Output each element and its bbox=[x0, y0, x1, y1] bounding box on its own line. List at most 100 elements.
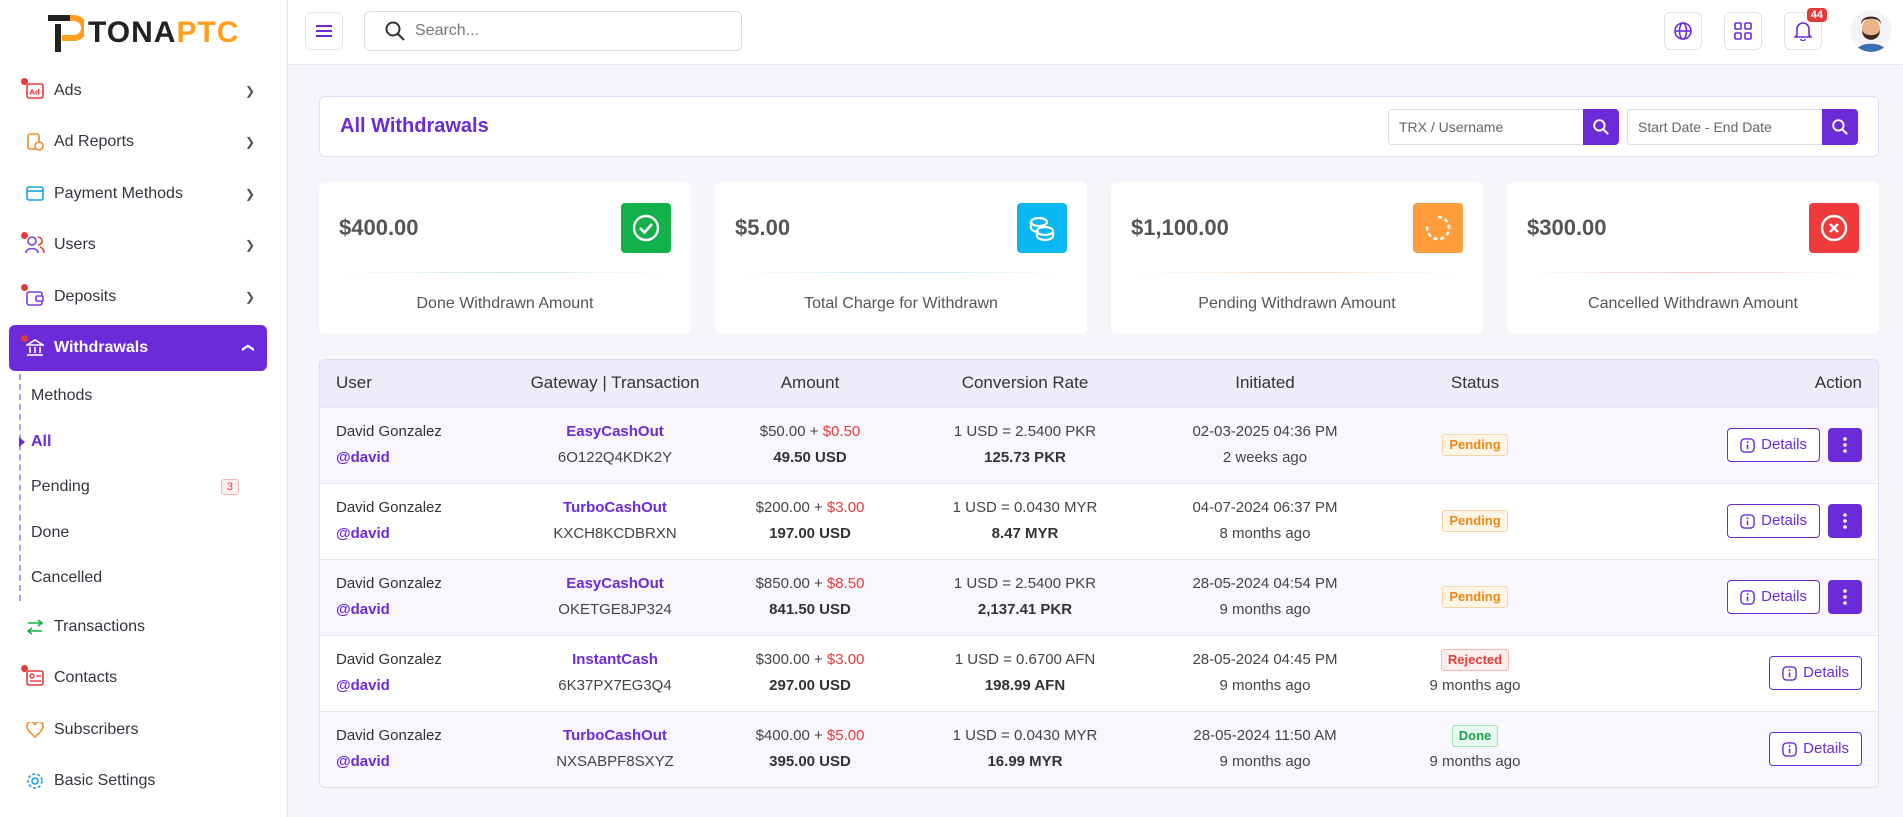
details-label: Details bbox=[1761, 436, 1807, 453]
status-ago: 9 months ago bbox=[1429, 753, 1521, 771]
amount-value: $50.00 + bbox=[759, 423, 823, 440]
converted-amount: 2,137.41 PKR bbox=[977, 601, 1073, 618]
sidebar-item-deposits[interactable]: Deposits ❯ bbox=[0, 271, 287, 323]
date-range-input[interactable] bbox=[1627, 108, 1822, 145]
subnav-item-methods[interactable]: Methods bbox=[31, 374, 239, 420]
topbar: 44 bbox=[288, 0, 1903, 65]
details-button[interactable]: Details bbox=[1727, 428, 1820, 462]
sidebar-item-label: Ad Reports bbox=[54, 133, 135, 151]
col-amount[interactable]: Amount bbox=[780, 373, 840, 393]
more-actions-button[interactable] bbox=[1828, 428, 1862, 462]
subnav-item-cancelled[interactable]: Cancelled bbox=[31, 556, 239, 602]
summary-card-charge: $5.00 Total Charge for Withdrawn bbox=[715, 182, 1087, 334]
sidebar-item-label: Transactions bbox=[54, 617, 145, 635]
sidebar-item-ads[interactable]: Ad Ads ❯ bbox=[0, 65, 287, 117]
conversion-rate: 1 USD = 2.5400 PKR bbox=[953, 575, 1097, 592]
col-gateway[interactable]: Gateway | Transaction bbox=[530, 373, 700, 393]
sidebar-item-payment-methods[interactable]: Payment Methods ❯ bbox=[0, 168, 287, 220]
subnav-item-all[interactable]: All bbox=[19, 419, 239, 465]
transaction-id: 6K37PX7EG3Q4 bbox=[558, 677, 672, 694]
info-icon bbox=[1782, 665, 1797, 681]
trx-search-button[interactable] bbox=[1583, 108, 1619, 145]
initiated-ago: 9 months ago bbox=[1219, 601, 1311, 618]
indicator-dot bbox=[21, 232, 28, 240]
status-badge: Done bbox=[1451, 725, 1499, 748]
sidebar-item-withdrawals[interactable]: Withdrawals ❯ bbox=[9, 324, 267, 371]
transaction-id: OKETGE8JP324 bbox=[558, 601, 672, 618]
check-circle-icon bbox=[621, 203, 671, 253]
net-amount: 297.00 USD bbox=[769, 677, 851, 694]
col-conversion[interactable]: Conversion Rate bbox=[961, 373, 1089, 393]
more-vertical-icon bbox=[1843, 589, 1847, 605]
notifications-button[interactable]: 44 bbox=[1784, 8, 1827, 50]
info-icon bbox=[1740, 589, 1755, 605]
date-search-button[interactable] bbox=[1822, 108, 1858, 145]
chevron-down-icon: ❯ bbox=[244, 83, 255, 98]
conversion-rate: 1 USD = 0.0430 MYR bbox=[952, 727, 1098, 745]
avatar[interactable] bbox=[1850, 10, 1892, 52]
search-icon bbox=[385, 21, 405, 41]
table-row: David Gonzalez @david TurboCashOut KXCH8KC… bbox=[320, 483, 1878, 559]
initiated-date: 28-05-2024 04:54 PM bbox=[1192, 575, 1338, 592]
amount-value: $300.00 + bbox=[755, 651, 827, 668]
coins-icon bbox=[1017, 203, 1067, 253]
details-button[interactable]: Details bbox=[1727, 504, 1820, 538]
user-handle-link[interactable]: @david bbox=[336, 753, 390, 771]
gateway-name: EasyCashOut bbox=[566, 423, 664, 440]
charge-value: $3.00 bbox=[826, 651, 865, 668]
search-icon bbox=[1593, 118, 1609, 135]
conversion-rate: 1 USD = 0.0430 MYR bbox=[952, 499, 1098, 516]
user-handle-link[interactable]: @david bbox=[336, 525, 390, 542]
table-row: David Gonzalez @david InstantCash 6K37PX7E… bbox=[320, 635, 1878, 711]
details-button[interactable]: Details bbox=[1769, 732, 1862, 767]
trx-username-input[interactable] bbox=[1388, 108, 1583, 145]
notification-count-badge: 44 bbox=[1806, 8, 1827, 22]
subnav-item-label: Cancelled bbox=[31, 569, 103, 587]
more-actions-button[interactable] bbox=[1828, 580, 1862, 614]
sidebar-item-contacts[interactable]: Contacts bbox=[0, 653, 287, 705]
sidebar-item-transactions[interactable]: Transactions bbox=[0, 601, 287, 653]
bell-icon bbox=[1794, 22, 1812, 41]
initiated-date: 02-03-2025 04:36 PM bbox=[1192, 423, 1338, 440]
bank-icon bbox=[21, 334, 46, 359]
net-amount: 197.00 USD bbox=[769, 525, 851, 542]
details-button[interactable]: Details bbox=[1727, 580, 1820, 614]
card-label: Cancelled Withdrawn Amount bbox=[1588, 295, 1798, 312]
hamburger-icon bbox=[316, 25, 332, 37]
page-title: All Withdrawals bbox=[340, 115, 489, 137]
sidebar-item-subscribers[interactable]: Subscribers bbox=[0, 704, 287, 756]
card-divider bbox=[1527, 272, 1859, 273]
search-input[interactable] bbox=[415, 22, 715, 40]
user-handle-link[interactable]: @david bbox=[336, 677, 390, 694]
indicator-dot bbox=[21, 283, 28, 291]
sidebar-item-basic-settings[interactable]: Basic Settings bbox=[0, 756, 287, 808]
card-amount: $5.00 bbox=[735, 215, 791, 240]
user-handle-link[interactable]: @david bbox=[336, 449, 390, 466]
summary-card-done: $400.00 Done Withdrawn Amount bbox=[319, 182, 691, 334]
user-handle-link[interactable]: @david bbox=[336, 601, 390, 618]
col-status[interactable]: Status bbox=[1450, 373, 1500, 393]
col-initiated[interactable]: Initiated bbox=[1235, 373, 1295, 393]
brand-logo[interactable]: TONAPTC bbox=[0, 0, 287, 65]
user-name: David Gonzalez bbox=[336, 651, 442, 668]
sidebar-item-ad-reports[interactable]: Ad Reports ❯ bbox=[0, 117, 287, 169]
sidebar-item-label: Ads bbox=[54, 81, 82, 99]
page-header: All Withdrawals bbox=[319, 96, 1879, 157]
chevron-down-icon: ❯ bbox=[244, 238, 255, 253]
chevron-down-icon: ❯ bbox=[244, 186, 255, 201]
more-actions-button[interactable] bbox=[1828, 504, 1862, 538]
status-badge: Pending bbox=[1442, 586, 1508, 608]
apps-button[interactable] bbox=[1724, 12, 1762, 50]
sidebar-item-users[interactable]: Users ❯ bbox=[0, 220, 287, 272]
card-amount: $300.00 bbox=[1527, 215, 1607, 240]
menu-toggle-button[interactable] bbox=[305, 12, 343, 50]
gear-icon bbox=[24, 770, 46, 792]
col-action[interactable]: Action bbox=[1814, 373, 1862, 393]
details-button[interactable]: Details bbox=[1769, 656, 1862, 690]
subnav-item-done[interactable]: Done bbox=[31, 510, 239, 556]
sidebar: TONAPTC Ad Ads ❯ Ad Reports ❯ Payment Me… bbox=[0, 0, 288, 817]
col-user[interactable]: User bbox=[336, 373, 372, 393]
charge-value: $8.50 bbox=[826, 575, 865, 592]
subnav-item-pending[interactable]: Pending 3 bbox=[31, 465, 239, 511]
language-button[interactable] bbox=[1664, 12, 1702, 50]
